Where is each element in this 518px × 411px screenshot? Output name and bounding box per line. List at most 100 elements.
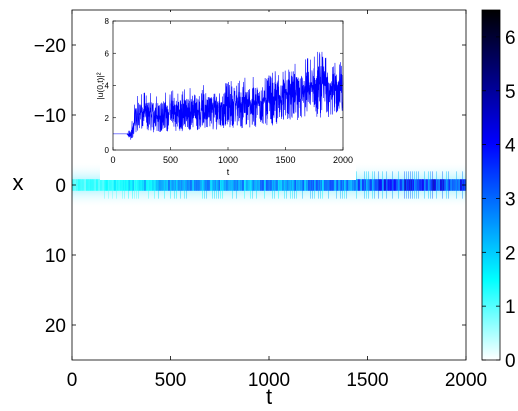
band-cell: [84, 179, 87, 191]
band-streak: [406, 171, 407, 199]
band-streak: [446, 171, 447, 199]
band-cell: [300, 179, 303, 191]
band-cell: [392, 179, 395, 191]
band-streak: [310, 171, 311, 199]
band-cell: [150, 179, 153, 191]
band-cell: [196, 179, 199, 191]
band-cell: [122, 179, 125, 191]
band-cell: [194, 179, 197, 191]
band-streak: [342, 171, 343, 199]
band-cell: [458, 179, 461, 191]
band-cell: [432, 179, 435, 191]
band-streak: [112, 171, 113, 199]
band-streak: [412, 171, 413, 199]
band-cell: [310, 179, 313, 191]
band-cell: [448, 179, 451, 191]
band-cell: [352, 179, 355, 191]
band-cell: [284, 179, 287, 191]
band-cell: [456, 179, 459, 191]
band-cell: [302, 179, 305, 191]
band-streak: [410, 171, 411, 199]
band-cell: [146, 179, 149, 191]
band-cell: [422, 179, 425, 191]
band-cell: [134, 179, 137, 191]
band-cell: [228, 179, 231, 191]
band-cell: [280, 179, 283, 191]
band-cell: [206, 179, 209, 191]
band-cell: [242, 179, 245, 191]
band-cell: [216, 179, 219, 191]
band-cell: [384, 179, 387, 191]
band-cell: [162, 179, 165, 191]
band-cell: [272, 179, 275, 191]
band-cell: [178, 179, 181, 191]
band-cell: [436, 179, 439, 191]
colorbar-tick-label: 3: [505, 189, 516, 210]
band-cell: [76, 179, 79, 191]
colorbar: 0 1 2 3 4 5 6: [481, 9, 516, 372]
band-cell: [334, 179, 337, 191]
band-cell: [286, 179, 289, 191]
band-cell: [292, 179, 295, 191]
band-streak: [274, 171, 275, 199]
band-cell: [344, 179, 347, 191]
inset-y-tick-label: 6: [105, 49, 110, 58]
band-cell: [314, 179, 317, 191]
band-cell: [364, 179, 367, 191]
inset-x-tick-label: 1500: [275, 155, 295, 165]
inset-y-axis-label: |u(0,t)|²: [95, 72, 105, 99]
band-streak: [170, 171, 171, 199]
band-streak: [302, 171, 303, 199]
band-cell: [338, 179, 341, 191]
band-cell: [156, 179, 159, 191]
band-cell: [274, 179, 277, 191]
band-streak: [392, 171, 393, 199]
band-cell: [128, 179, 131, 191]
band-cell: [102, 179, 105, 191]
band-streak: [320, 171, 321, 199]
band-streak: [186, 171, 187, 199]
band-cell: [410, 179, 413, 191]
band-cell: [390, 179, 393, 191]
band-streak: [430, 171, 431, 199]
band-cell: [108, 179, 111, 191]
band-cell: [420, 179, 423, 191]
band-streak: [184, 171, 185, 199]
band-streak: [250, 171, 251, 199]
band-streak: [442, 171, 443, 199]
inset-x-tick-label: 0: [110, 155, 115, 165]
main-y-tick-label: 0: [55, 176, 66, 197]
band-cell: [426, 179, 429, 191]
inset-x-tick-label: 1000: [218, 155, 238, 165]
band-cell: [226, 179, 229, 191]
band-cell: [278, 179, 281, 191]
band-cell: [182, 179, 185, 191]
band-streak: [138, 171, 139, 199]
band-cell: [450, 179, 453, 191]
band-cell: [326, 179, 329, 191]
band-streak: [414, 171, 415, 199]
band-cell: [382, 179, 385, 191]
band-cell: [282, 179, 285, 191]
band-streak: [264, 171, 265, 199]
band-streak: [378, 171, 379, 199]
band-streak: [132, 171, 133, 199]
band-cell: [354, 179, 357, 191]
band-cell: [370, 179, 373, 191]
inset-plot-area: [113, 21, 343, 150]
main-y-axis-label: x: [13, 170, 24, 195]
band-cell: [180, 179, 183, 191]
band-streak: [128, 171, 129, 199]
inset-x-tick-label: 500: [163, 155, 178, 165]
band-cell: [230, 179, 233, 191]
band-streak: [134, 171, 135, 199]
band-cell: [110, 179, 113, 191]
band-cell: [412, 179, 415, 191]
band-cell: [304, 179, 307, 191]
band-cell: [258, 179, 261, 191]
band-streak: [244, 171, 245, 199]
band-streak: [292, 171, 293, 199]
band-cell: [200, 179, 203, 191]
inset-series-line: [113, 51, 344, 140]
